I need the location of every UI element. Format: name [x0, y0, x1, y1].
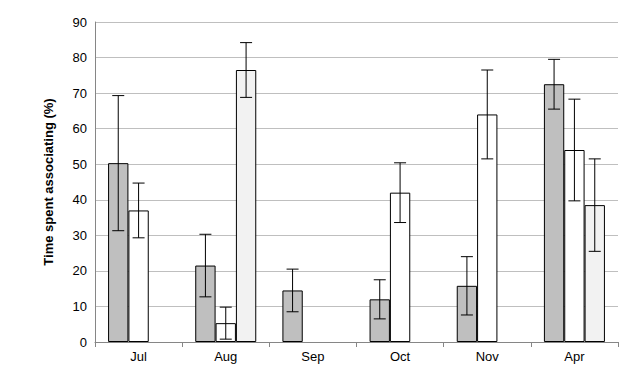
- svg-text:0: 0: [80, 335, 87, 350]
- svg-text:Aug: Aug: [214, 349, 237, 364]
- svg-text:Time spent associating (%): Time spent associating (%): [41, 98, 56, 265]
- svg-text:Nov: Nov: [476, 349, 500, 364]
- svg-text:30: 30: [73, 228, 87, 243]
- svg-text:50: 50: [73, 157, 87, 172]
- svg-text:70: 70: [73, 86, 87, 101]
- svg-text:Sep: Sep: [301, 349, 324, 364]
- svg-text:20: 20: [73, 263, 87, 278]
- svg-text:40: 40: [73, 192, 87, 207]
- svg-text:Jul: Jul: [130, 349, 147, 364]
- svg-text:10: 10: [73, 299, 87, 314]
- svg-text:Apr: Apr: [564, 349, 585, 364]
- svg-text:80: 80: [73, 50, 87, 65]
- svg-text:90: 90: [73, 15, 87, 30]
- svg-text:Oct: Oct: [390, 349, 411, 364]
- svg-text:60: 60: [73, 121, 87, 136]
